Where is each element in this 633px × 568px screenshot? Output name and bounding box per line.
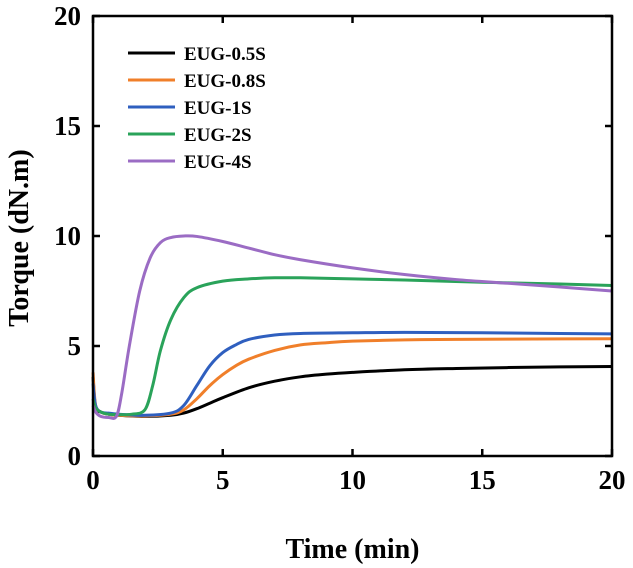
legend-label-2: EUG-0.8S [184, 71, 266, 92]
y-tick-label: 20 [54, 1, 81, 31]
legend-label-5: EUG-4S [184, 152, 252, 173]
legend-label-1: EUG-0.5S [184, 44, 266, 65]
series-line-4 [91, 276, 613, 417]
y-tick-label: 10 [54, 221, 81, 251]
legend: EUG-0.5S EUG-0.8S EUG-1S EUG-2S EUG-4S [128, 44, 266, 173]
x-tick-label: 5 [216, 465, 230, 495]
series-line-1 [91, 364, 613, 418]
ticks-layer: 0 5 10 15 20 0 5 10 15 20 [54, 1, 626, 495]
series-line-2 [91, 337, 613, 418]
x-tick-label: 20 [599, 465, 626, 495]
x-tick-label: 15 [469, 465, 496, 495]
x-axis-title: Time (min) [285, 534, 419, 565]
series-layer [91, 234, 613, 420]
y-tick-label: 5 [68, 331, 82, 361]
y-tick-label: 0 [68, 441, 82, 471]
series-line-5 [91, 234, 613, 420]
y-tick-label: 15 [54, 111, 81, 141]
legend-label-3: EUG-1S [184, 98, 252, 119]
legend-label-4: EUG-2S [184, 125, 252, 146]
x-tick-label: 0 [86, 465, 100, 495]
x-tick-label: 10 [339, 465, 366, 495]
y-axis-title: Torque (dN.m) [4, 149, 35, 326]
